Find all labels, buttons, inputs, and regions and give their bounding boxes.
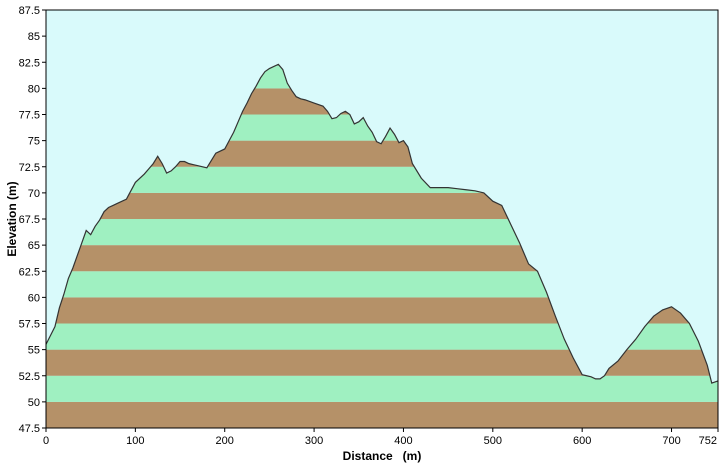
y-axis: 47.5 50 52.5 55 57.5 60 62.5 65 67.5 70 72.5 75 77.5… [19, 5, 46, 435]
x-tick-label: 100 [126, 435, 144, 447]
y-tick-label: 47.5 [19, 423, 40, 435]
elevation-profile-line [45, 63, 719, 384]
y-tick-label: 77.5 [19, 110, 40, 122]
y-tick-label: 55 [28, 345, 40, 357]
y-tick-label: 60 [28, 292, 40, 304]
y-tick-label: 52.5 [19, 371, 40, 383]
x-axis: 0 100 200 300 400 500 600 700 752 [43, 428, 719, 447]
y-tick-label: 62.5 [19, 266, 40, 278]
elevation-band [46, 401, 718, 428]
y-tick-label: 85 [28, 31, 40, 43]
y-axis-title: Elevation (m) [5, 181, 19, 256]
elevation-band [46, 375, 718, 402]
y-tick-label: 70 [28, 188, 40, 200]
x-tick-label: 500 [484, 435, 502, 447]
x-tick-label: 600 [573, 435, 591, 447]
y-tick-label: 72.5 [19, 162, 40, 174]
y-tick-label: 57.5 [19, 319, 40, 331]
y-tick-label: 50 [28, 397, 40, 409]
y-tick-label: 67.5 [19, 214, 40, 226]
x-axis-title: Distance (m) [343, 449, 422, 463]
y-tick-label: 80 [28, 83, 40, 95]
x-tick-label: 752 [699, 435, 717, 447]
y-tick-label: 87.5 [19, 5, 40, 17]
y-tick-label: 65 [28, 240, 40, 252]
y-tick-label: 75 [28, 136, 40, 148]
x-tick-label: 0 [43, 435, 49, 447]
x-tick-label: 300 [305, 435, 323, 447]
x-tick-label: 700 [662, 435, 680, 447]
x-tick-label: 400 [394, 435, 412, 447]
x-tick-label: 200 [216, 435, 234, 447]
y-tick-label: 82.5 [19, 57, 40, 69]
